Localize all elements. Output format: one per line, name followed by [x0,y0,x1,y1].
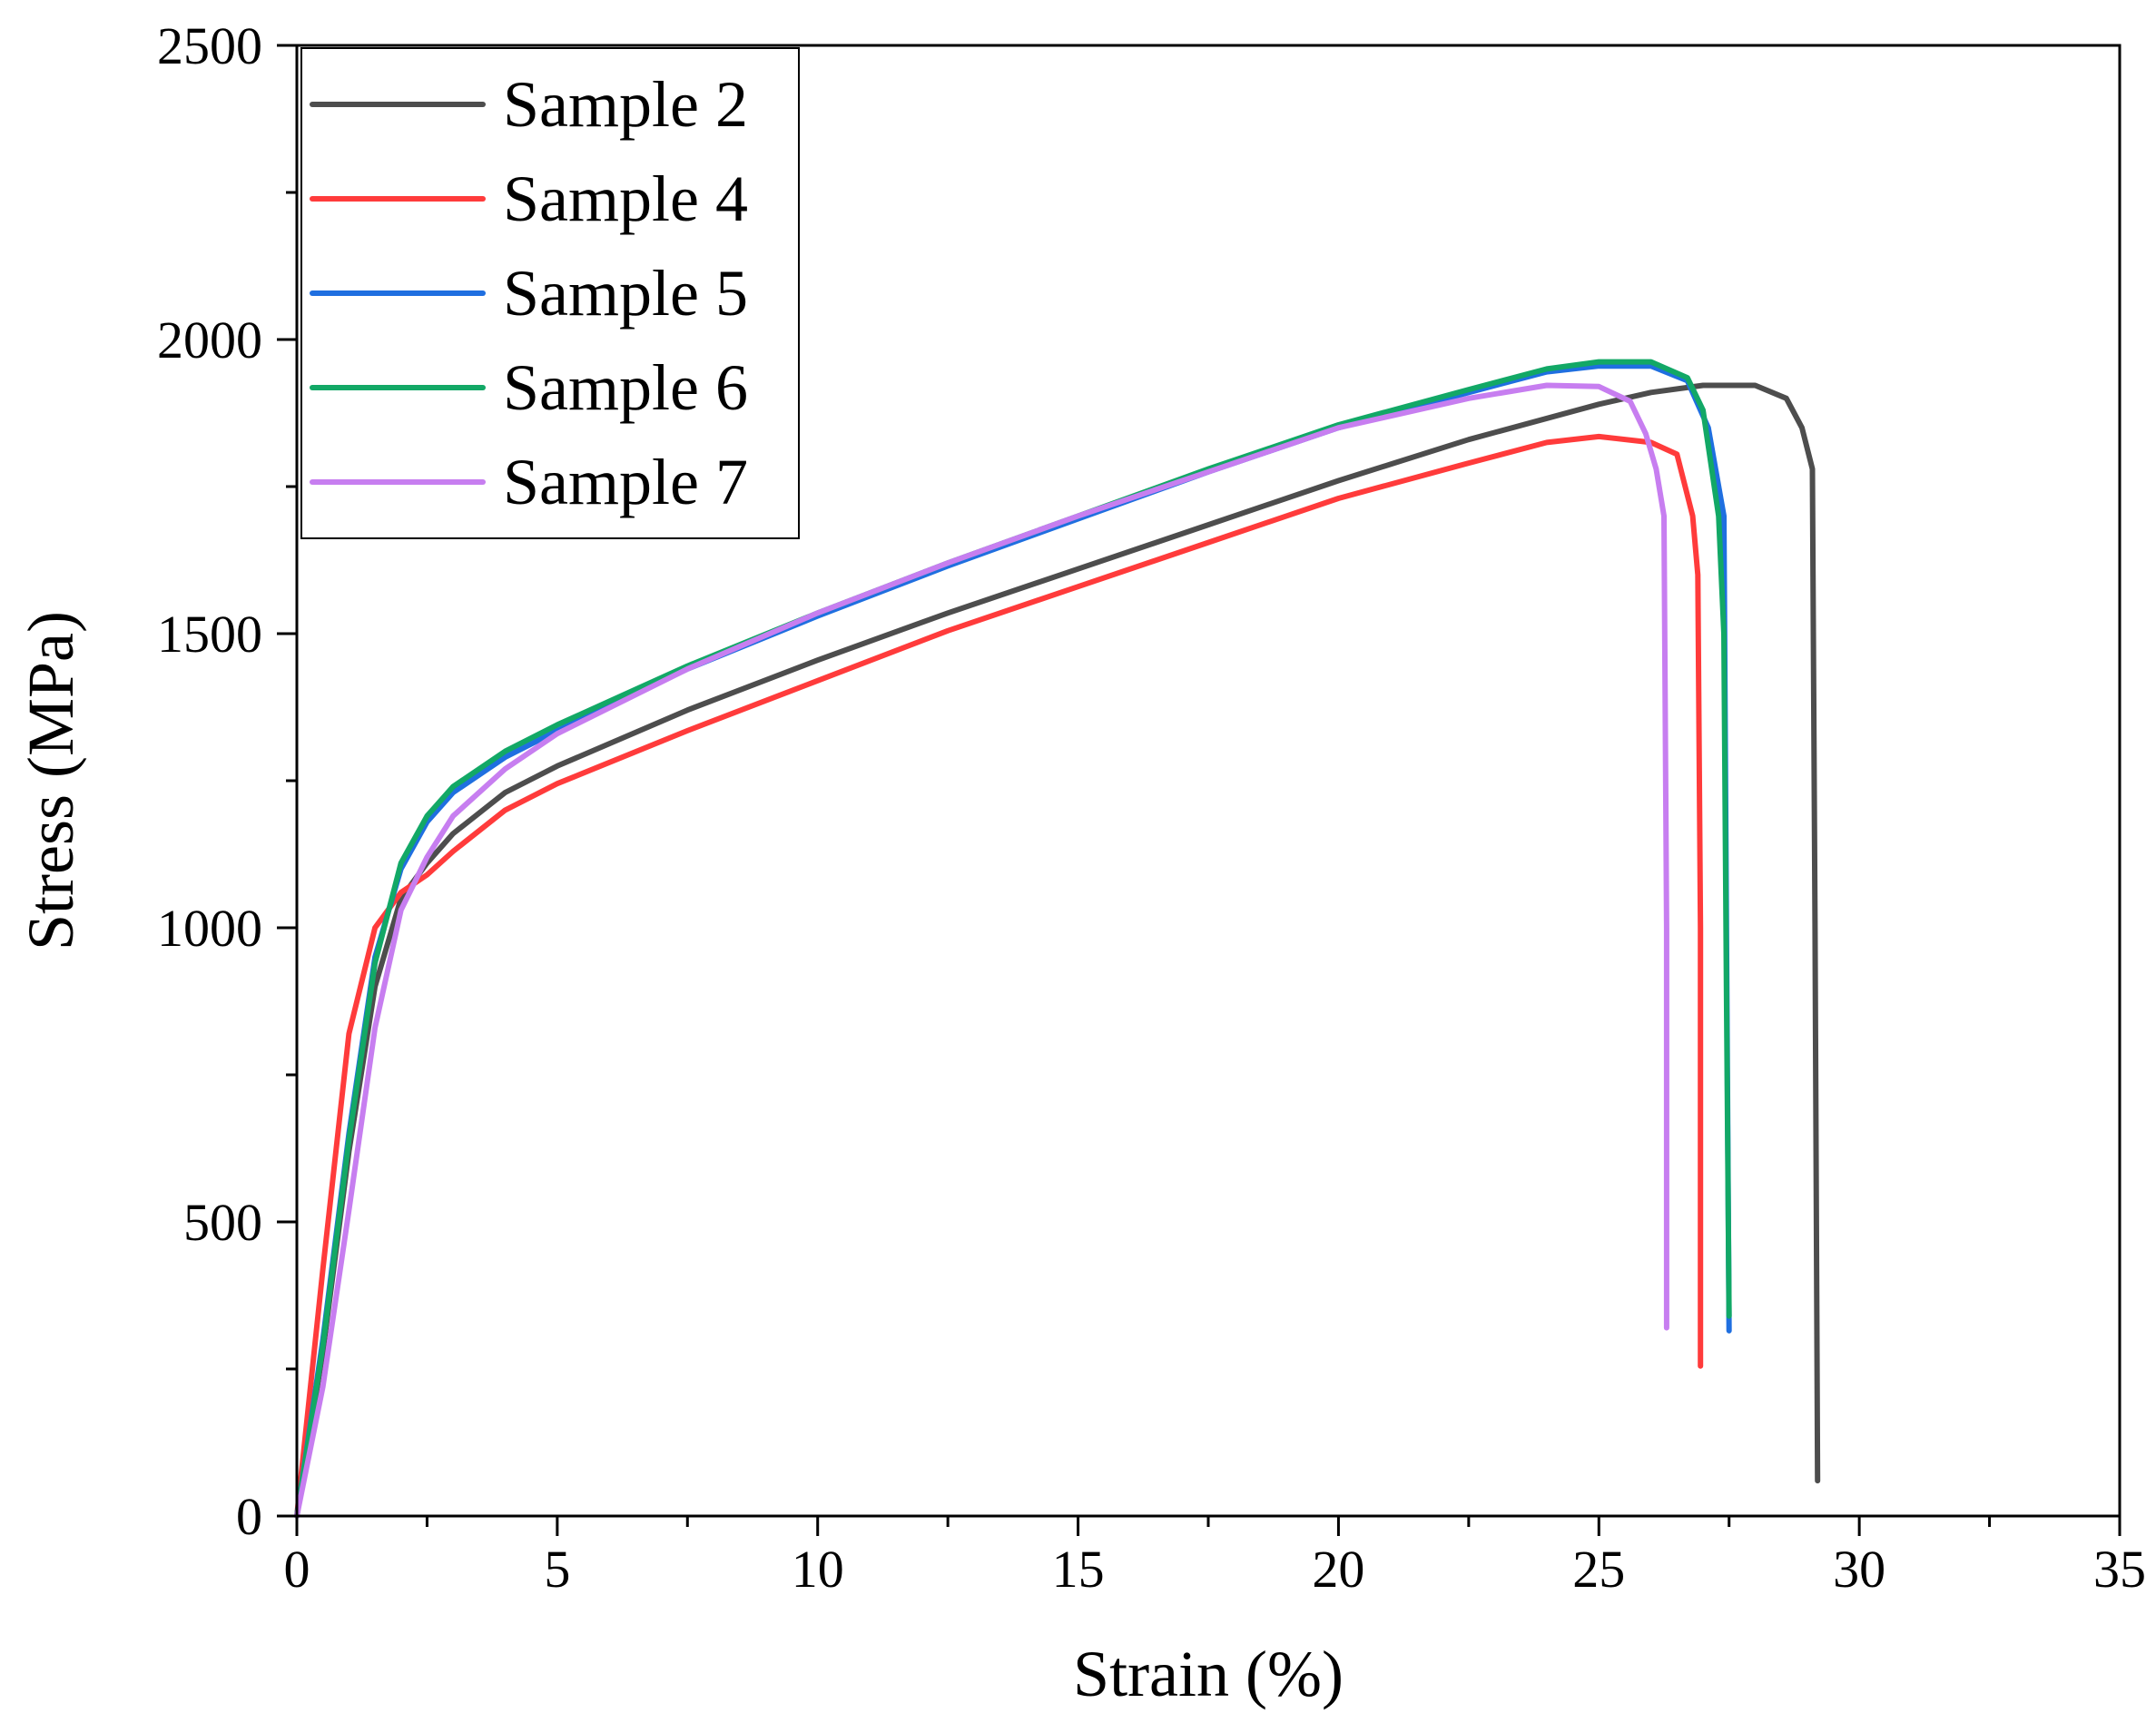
y-tick-label: 1500 [157,605,262,664]
x-tick-label: 25 [1572,1540,1625,1599]
y-axis: 0 500 1000 1500 2000 2500 [157,16,297,1546]
legend: Sample 2 Sample 4 Sample 5 Sample 6 Sample 7 [300,47,800,539]
series-line-sample-4 [294,433,1704,1519]
x-tick-label: 10 [792,1540,844,1599]
y-tick-label: 500 [183,1193,262,1252]
x-tick-label: 0 [284,1540,310,1599]
legend-label: Sample 5 [503,257,748,330]
x-tick-label: 20 [1312,1540,1364,1599]
legend-label: Sample 7 [503,446,748,518]
x-tick-label: 15 [1052,1540,1105,1599]
x-axis: 0 5 10 15 20 25 30 35 [284,1516,2146,1599]
x-tick-label: 35 [2093,1540,2146,1599]
y-tick-label: 2500 [157,16,262,75]
legend-label: Sample 2 [503,68,748,141]
x-tick-label: 30 [1833,1540,1885,1599]
legend-label: Sample 6 [503,351,748,424]
y-tick-label: 2000 [157,310,262,369]
series-line-sample-2 [294,382,1821,1519]
series-layer [294,359,1821,1519]
y-tick-label: 0 [236,1487,262,1546]
legend-label: Sample 4 [503,162,748,235]
x-axis-title: Strain (%) [1073,1638,1344,1710]
x-tick-label: 5 [544,1540,570,1599]
y-axis-title: Stress (MPa) [15,611,87,950]
y-tick-label: 1000 [157,899,262,958]
series-line-sample-7 [294,382,1669,1519]
